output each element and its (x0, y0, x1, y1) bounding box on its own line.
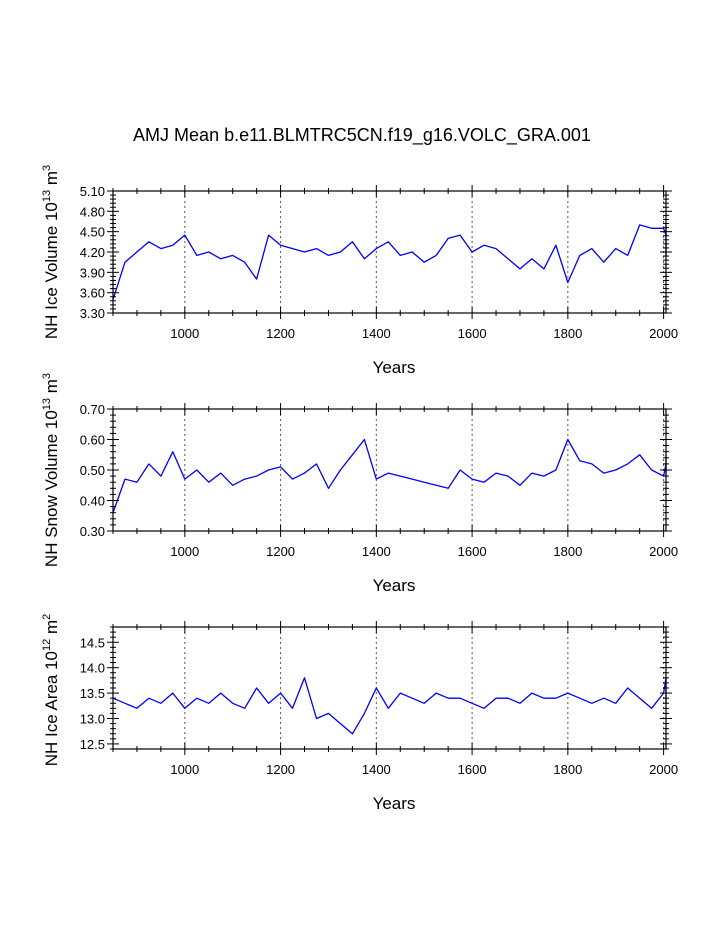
snow-volume-x-axis-title: Years (373, 576, 416, 595)
ice-area-line (112, 677, 667, 735)
snow-volume-y-axis-title: NH Snow Volume 1013 m3 (41, 373, 61, 567)
ice-volume-y-tick-label: 5.10 (80, 184, 105, 199)
snow-volume-y-tick-label: 0.30 (80, 524, 105, 539)
ice-volume-x-tick-label: 1200 (266, 326, 295, 341)
ice-area-y-tick-label: 12.5 (80, 737, 105, 752)
ice-volume-frame (112, 190, 667, 314)
ice-area-x-tick-label: 2000 (649, 762, 678, 777)
ice-volume-x-tick-label: 1800 (553, 326, 582, 341)
ice-volume-y-tick-label: 3.30 (80, 306, 105, 321)
ice-area-x-tick-label: 1000 (170, 762, 199, 777)
ice-area-x-tick-label: 1600 (458, 762, 487, 777)
snow-volume-y-tick-label: 0.70 (80, 402, 105, 417)
snow-volume-x-tick-label: 1800 (553, 544, 582, 559)
snow-volume-x-tick-label: 1400 (362, 544, 391, 559)
ice-area-y-tick-labels: 12.5 13.0 13.5 14.0 14.5 (80, 635, 105, 752)
ice-volume-y-axis-title: NH Ice Volume 1013 m3 (41, 165, 61, 339)
snow-volume-y-tick-labels: 0.30 0.40 0.50 0.60 0.70 (80, 402, 105, 539)
ice-volume-x-tick-label: 1400 (362, 326, 391, 341)
figure-title: AMJ Mean b.e11.BLMTRC5CN.f19_g16.VOLC_GR… (133, 125, 591, 146)
snow-volume-y-tick-label: 0.40 (80, 494, 105, 509)
ice-area-ticks (107, 621, 672, 755)
ice-area-y-tick-label: 13.5 (80, 686, 105, 701)
ice-area-x-tick-label: 1800 (553, 762, 582, 777)
ice-volume-y-tick-labels: 3.30 3.60 3.90 4.20 4.50 4.80 5.10 (80, 184, 105, 321)
snow-volume-line (112, 438, 667, 513)
ice-volume-x-tick-label: 1000 (170, 326, 199, 341)
ice-area-y-tick-label: 14.5 (80, 635, 105, 650)
ice-volume-x-tick-labels: 1000 1200 1400 1600 1800 2000 (170, 326, 678, 341)
ice-volume-y-tick-label: 4.80 (80, 204, 105, 219)
ice-area-x-tick-label: 1400 (362, 762, 391, 777)
ice-area-y-axis-title: NH Ice Area 1012 m2 (41, 614, 61, 767)
ice-area-x-tick-labels: 1000 1200 1400 1600 1800 2000 (170, 762, 678, 777)
ice-area-y-tick-label: 13.0 (80, 712, 105, 727)
ice-area-y-tick-label: 14.0 (80, 661, 105, 676)
panel-ice-area: 12.5 13.0 13.5 14.0 14.5 1000 1200 1400 1600 180… (41, 614, 678, 813)
ice-volume-y-tick-label: 4.20 (80, 245, 105, 260)
snow-volume-y-tick-label: 0.60 (80, 433, 105, 448)
ice-volume-y-tick-label: 3.60 (80, 286, 105, 301)
snow-volume-y-tick-label: 0.50 (80, 463, 105, 478)
ice-area-x-axis-title: Years (373, 794, 416, 813)
snow-volume-ticks (107, 403, 672, 537)
panel-ice-volume: 3.30 3.60 3.90 4.20 4.50 4.80 5.10 1000 1200 140… (41, 165, 678, 377)
ice-area-frame (112, 626, 667, 750)
snow-volume-x-tick-label: 1000 (170, 544, 199, 559)
snow-volume-gridlines (184, 409, 665, 531)
ice-area-x-tick-label: 1200 (266, 762, 295, 777)
ice-volume-line (112, 224, 667, 300)
ice-volume-y-tick-label: 3.90 (80, 265, 105, 280)
snow-volume-x-tick-labels: 1000 1200 1400 1600 1800 2000 (170, 544, 678, 559)
ice-volume-x-axis-title: Years (373, 358, 416, 377)
ice-volume-x-tick-label: 2000 (649, 326, 678, 341)
ice-volume-x-tick-label: 1600 (458, 326, 487, 341)
panel-snow-volume: 0.30 0.40 0.50 0.60 0.70 1000 1200 1400 1600 180… (41, 373, 678, 595)
ice-area-gridlines (184, 627, 665, 749)
ice-volume-y-tick-label: 4.50 (80, 225, 105, 240)
ice-volume-ticks (107, 185, 672, 319)
snow-volume-x-tick-label: 1200 (266, 544, 295, 559)
ice-volume-gridlines (184, 191, 665, 313)
snow-volume-x-tick-label: 2000 (649, 544, 678, 559)
snow-volume-x-tick-label: 1600 (458, 544, 487, 559)
